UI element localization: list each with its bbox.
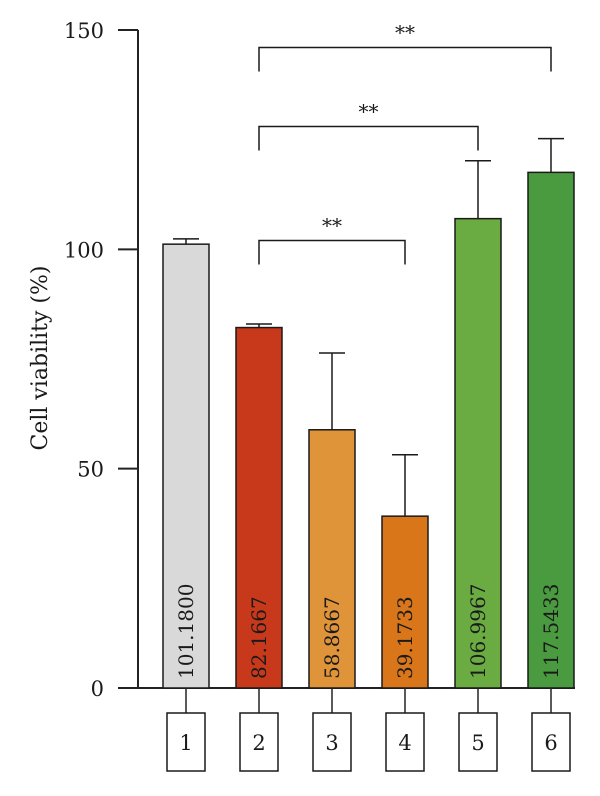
y-tick-label: 0 [91,677,104,701]
category-box [531,712,571,772]
y-axis-label: Cell viability (%) [28,265,53,450]
significance-label: ** [359,100,379,124]
y-tick-label: 100 [64,238,104,262]
x-tick-label: 5 [471,731,484,755]
bar [381,515,429,689]
bar-value-label: 101.1800 [174,584,198,679]
significance-label: ** [395,21,415,45]
significance-bracket [258,46,552,72]
bars: 101.1800 82.1667 58.8667 39.1733 106.9967 117… [162,137,575,689]
bar-value-label: 82.1667 [247,596,271,679]
bar-value-label: 39.1733 [393,596,417,679]
category-box [458,712,498,772]
y-tick-label: 150 [64,19,104,43]
x-tick-label: 6 [544,731,557,755]
y-tick-label: 50 [77,458,104,482]
category-boxes: 1 2 3 4 5 6 [166,688,571,772]
significance-bracket [258,239,406,265]
category-box [385,712,425,772]
x-tick-label: 2 [252,731,265,755]
bar-value-label: 106.9967 [466,584,490,679]
significance-brackets: ** ** ** [258,21,552,265]
category-box [166,712,206,772]
bar [162,243,210,689]
significance-label: ** [322,214,342,238]
x-tick-label: 1 [179,731,192,755]
x-tick-label: 3 [325,731,338,755]
bar [235,326,283,689]
category-box [239,712,279,772]
bar-value-label: 58.8667 [320,596,344,679]
bar-value-label: 117.5433 [539,584,563,679]
x-tick-label: 4 [398,731,411,755]
category-box [312,712,352,772]
significance-bracket [258,125,479,151]
